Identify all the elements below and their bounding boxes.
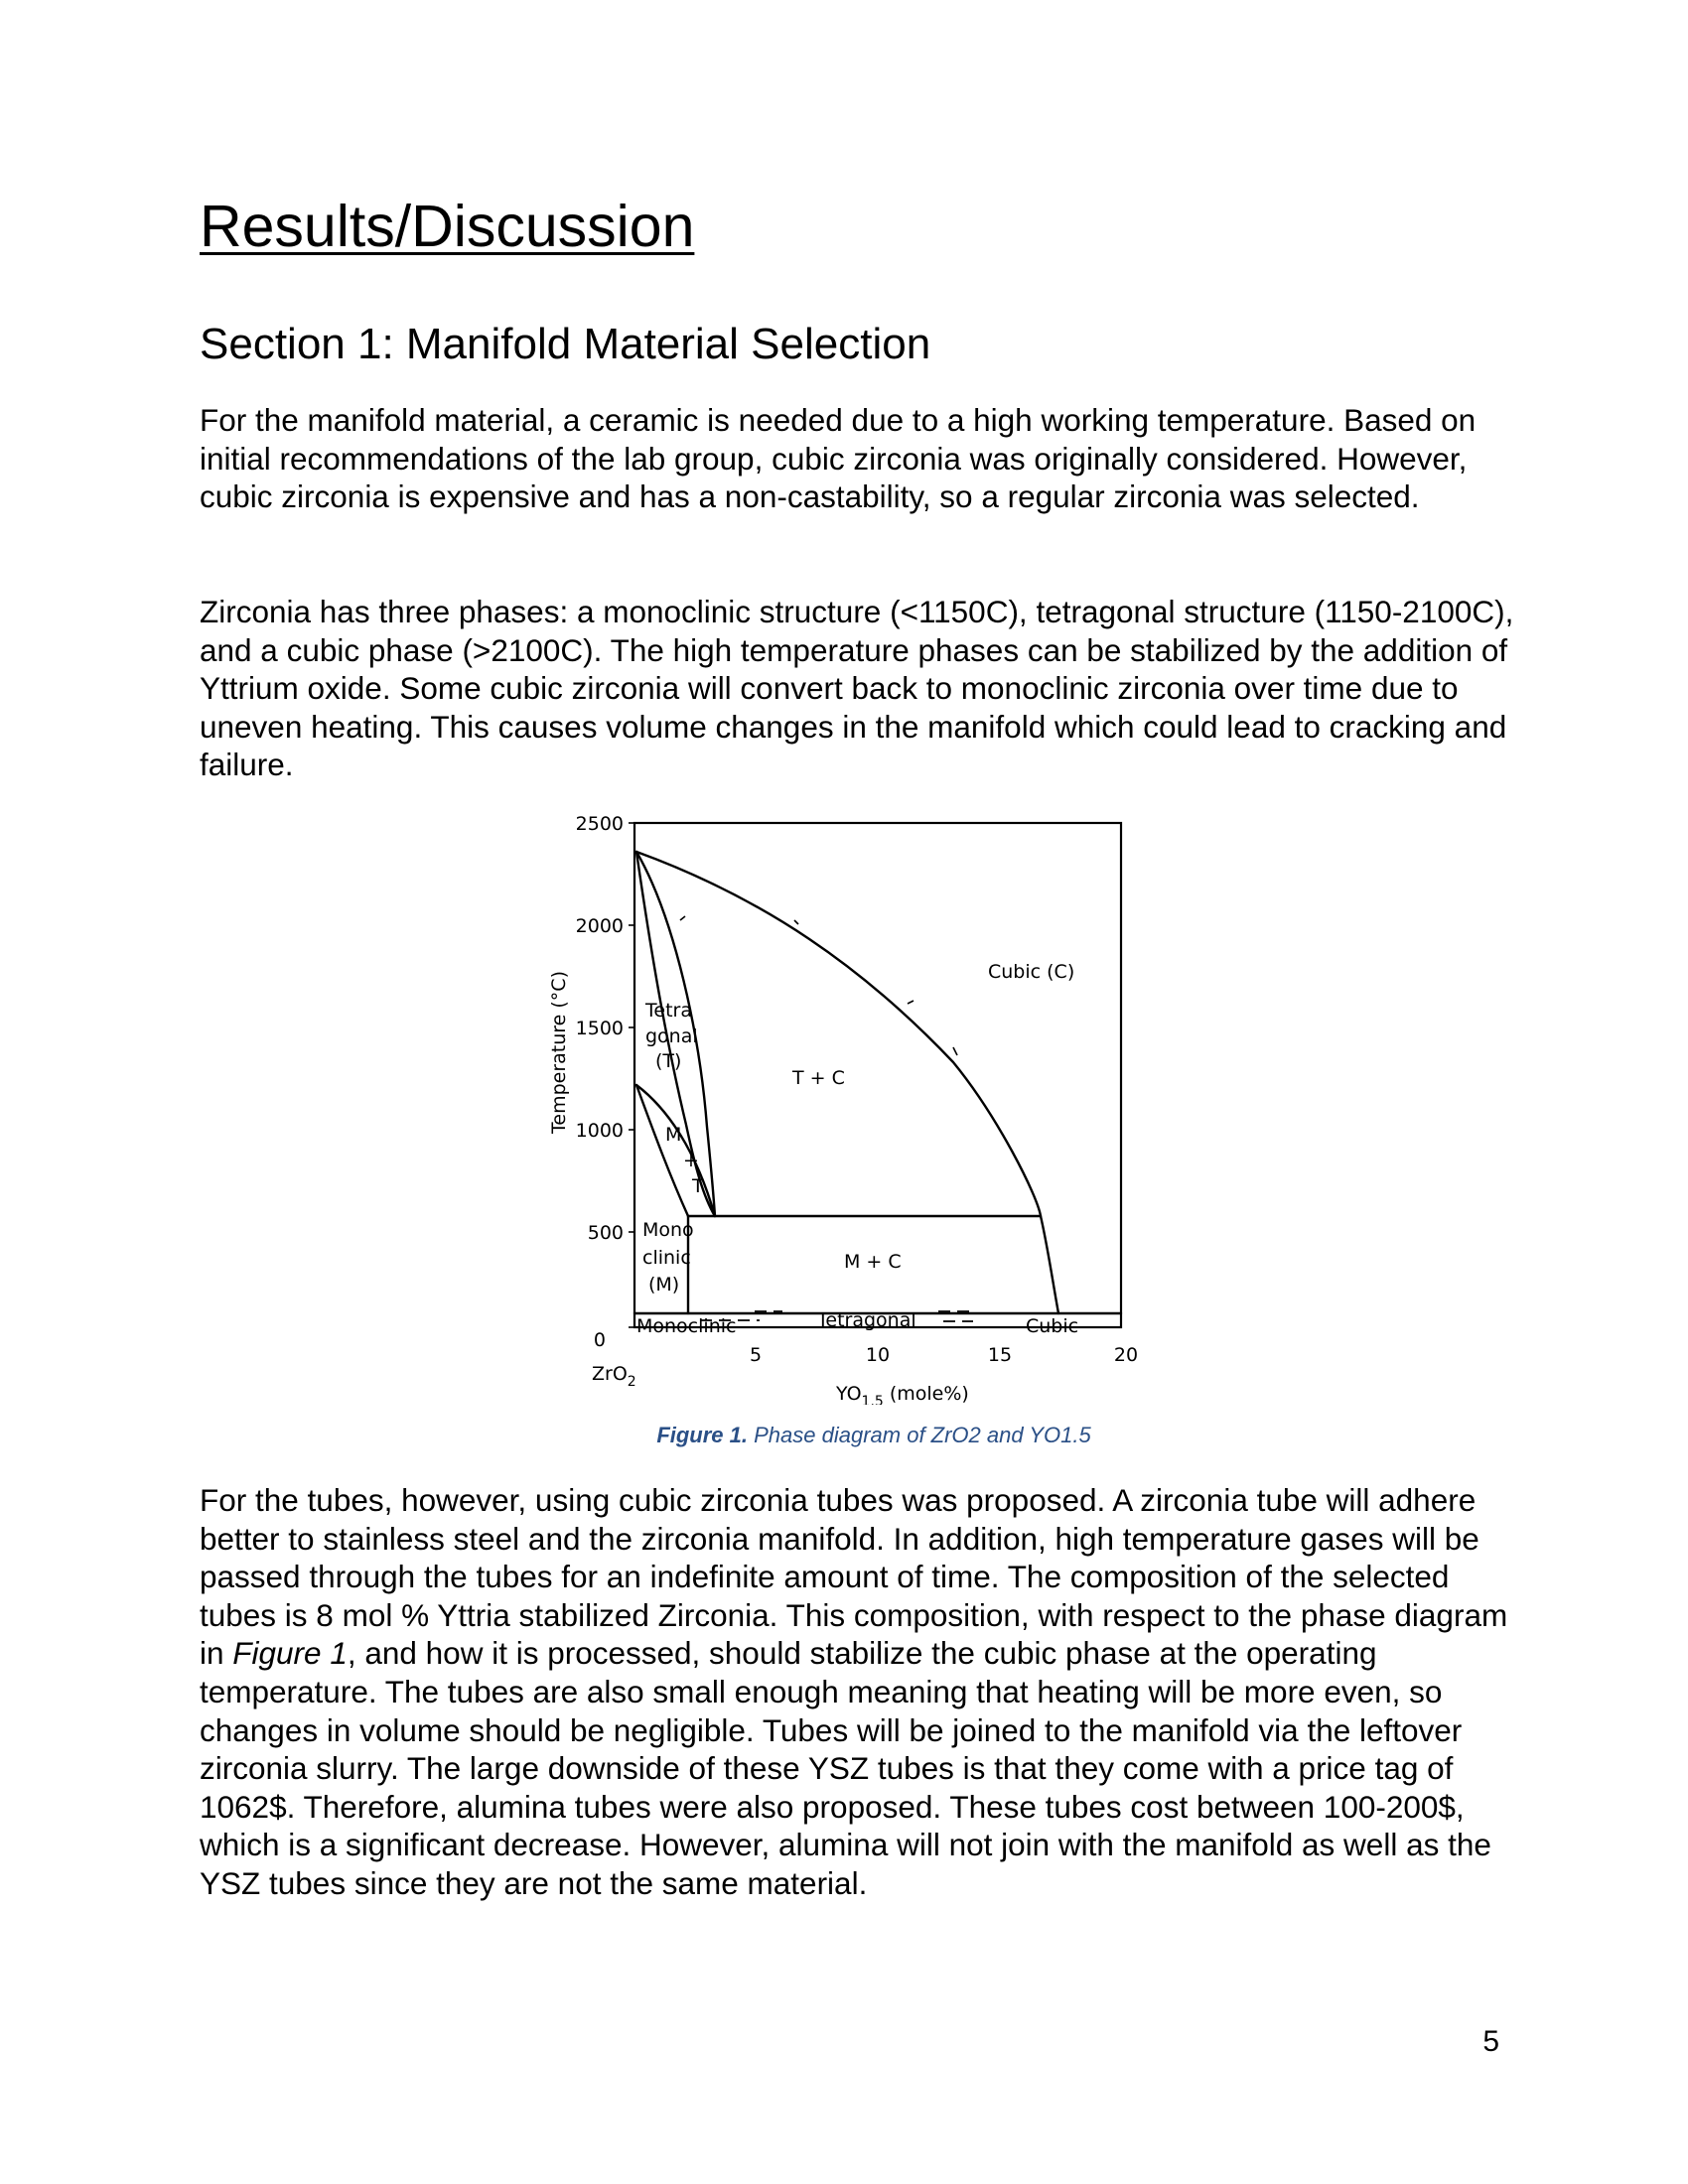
region-label-tetragonal: (T) [655,1050,681,1072]
y-tick-label: 2500 [576,813,624,835]
section-heading: Section 1: Manifold Material Selection [200,320,931,368]
x-axis-label: YO1.5 (mole%) [835,1383,969,1405]
region-label-monoclinic: Mono [642,1219,694,1241]
band-label-cubic: Cubic [1026,1315,1078,1337]
region-label-m-plus-t: T [691,1175,704,1197]
x-tick-label: 10 [866,1344,890,1366]
region-label-monoclinic: (M) [648,1274,679,1296]
x-tick-label: 5 [750,1344,762,1366]
x-tick-label: 20 [1114,1344,1138,1366]
y-tick-label: 0 [594,1329,606,1351]
page-number: 5 [1482,2025,1499,2058]
y-tick-label: 1000 [576,1120,624,1142]
region-label-t-plus-c: T + C [791,1067,845,1089]
y-tick-label: 2000 [576,915,624,937]
y-tick-label: 500 [588,1222,624,1244]
paragraph-tubes: For the tubes, however, using cubic zirc… [200,1482,1508,1901]
region-label-m-plus-c: M + C [844,1251,902,1273]
region-label-cubic: Cubic (C) [988,961,1074,983]
region-label-tetragonal: Tetra [644,1000,692,1022]
region-label-m-plus-t: + [683,1150,699,1171]
x-origin-label: ZrO2 [592,1363,636,1390]
region-label-m-plus-t: M [665,1124,681,1146]
paragraph-zirconia-phases: Zirconia has three phases: a monoclinic … [200,594,1514,783]
band-label-monoclinic: Monoclinic [636,1315,736,1337]
phase-diagram: 2500 2000 1500 1000 500 0 Temperature (°… [548,813,1138,1405]
phase-diagram-figure: 2500 2000 1500 1000 500 0 Temperature (°… [536,809,1172,1447]
band-label-tetragonal: Tetragonal [816,1309,916,1331]
plot-frame [633,821,1123,1329]
figure-caption: Figure 1. Phase diagram of ZrO2 and YO1.… [656,1423,1091,1447]
y-tick-label: 1500 [576,1018,624,1039]
region-label-tetragonal: gonal [645,1025,698,1047]
paragraph-manifold-material: For the manifold material, a ceramic is … [200,402,1477,515]
x-tick-label: 15 [988,1344,1012,1366]
y-axis-label: Temperature (°C) [548,971,570,1135]
page-title: Results/Discussion [200,194,695,259]
region-label-monoclinic: clinic [642,1247,691,1269]
